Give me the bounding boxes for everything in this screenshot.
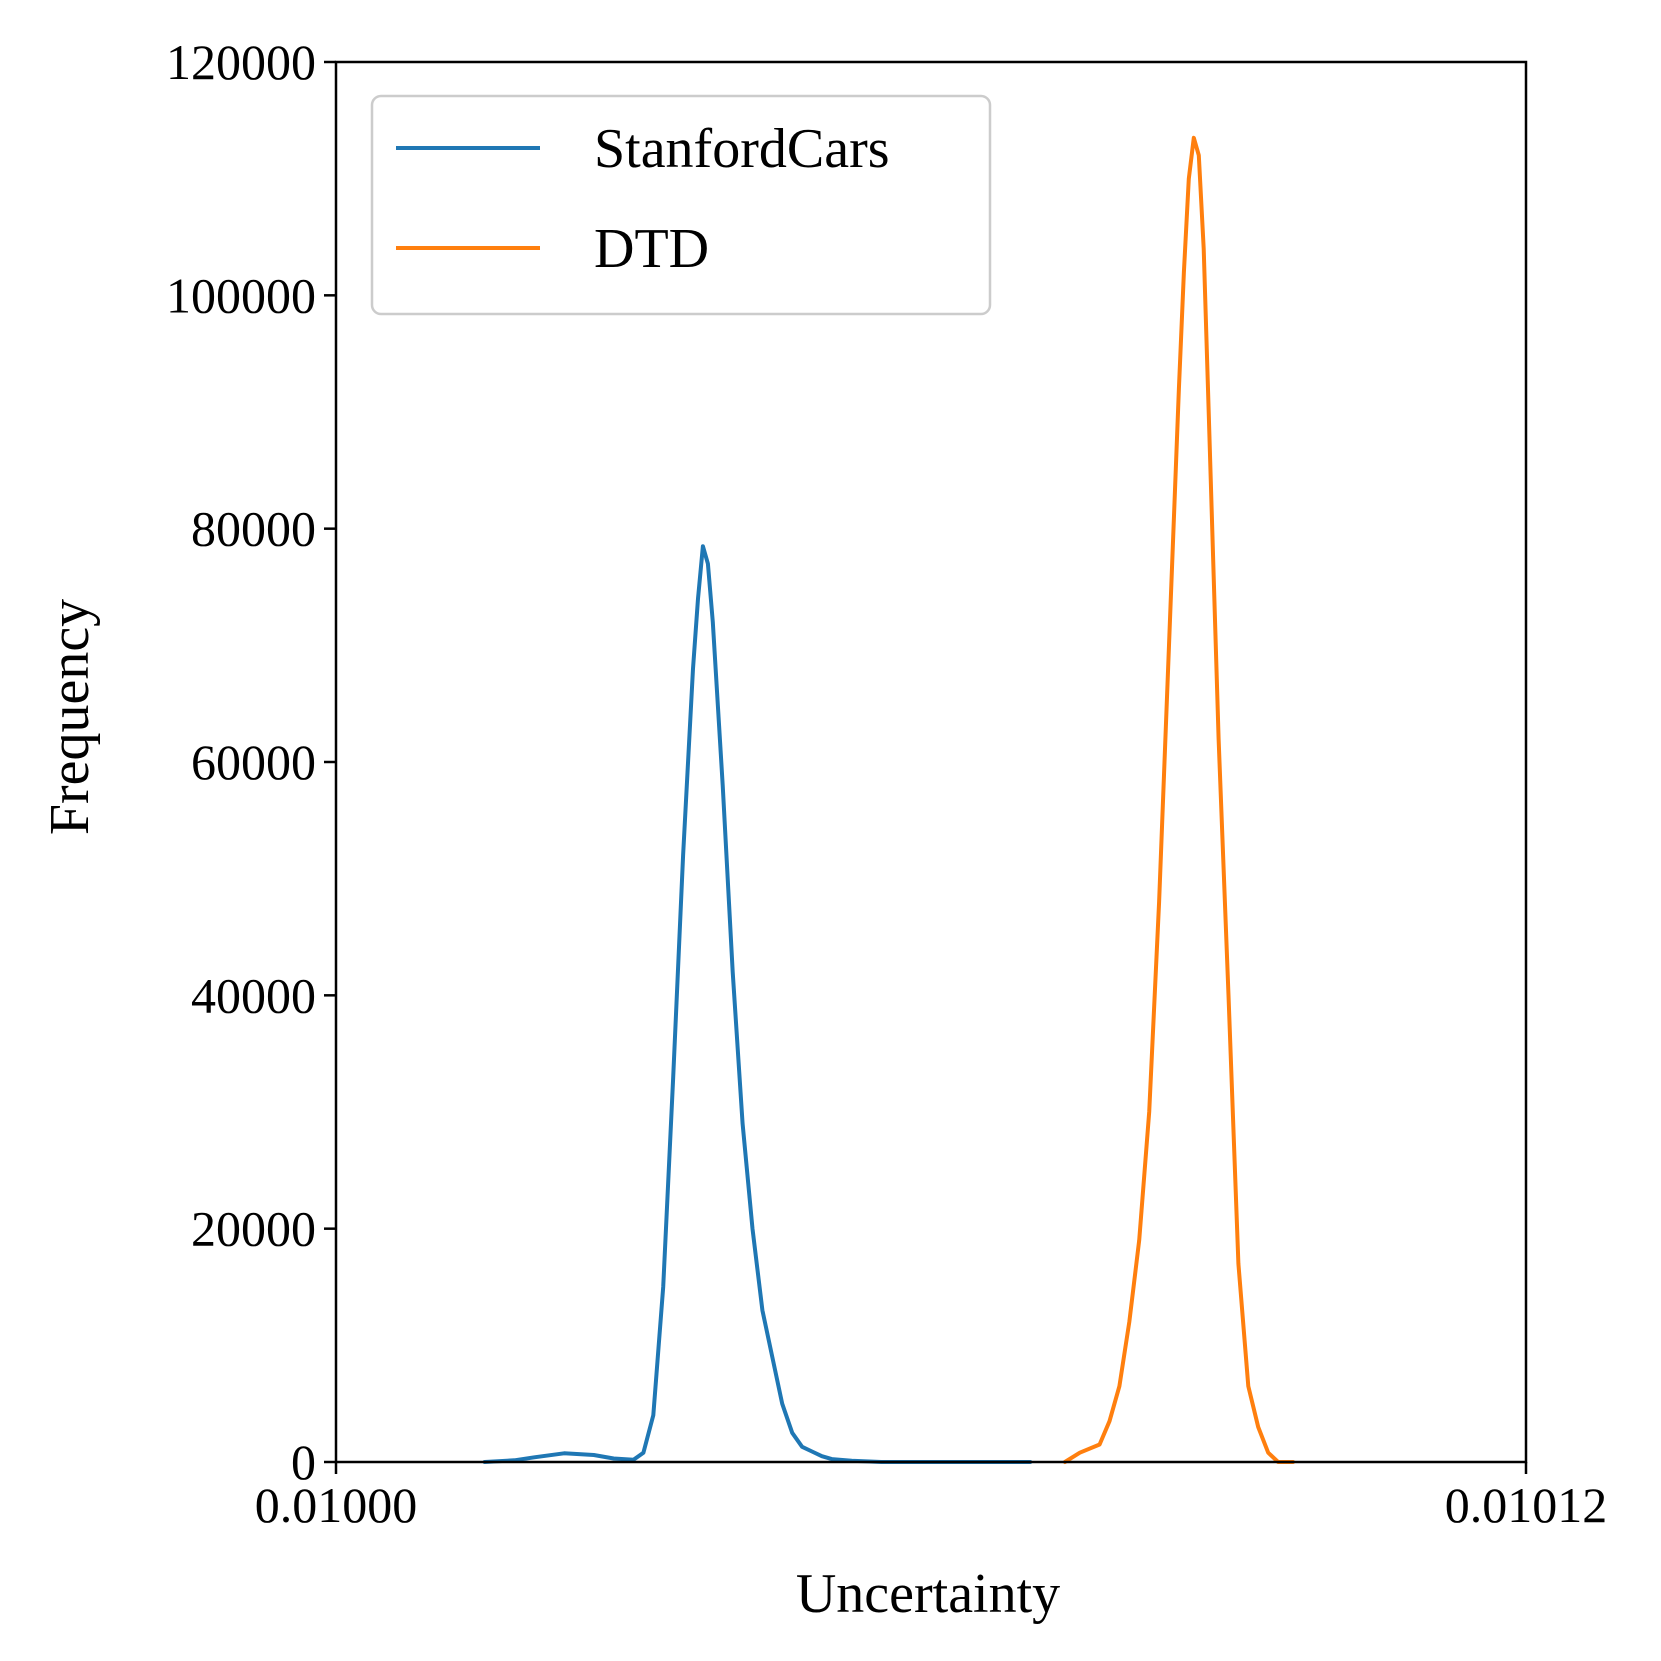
- y-tick-label: 100000: [166, 267, 316, 323]
- y-tick-label: 60000: [191, 734, 316, 790]
- series-line-stanfordcars: [482, 544, 1033, 1464]
- legend-label: StanfordCars: [594, 118, 890, 180]
- series-line-dtd: [1062, 135, 1295, 1464]
- y-axis-label: Frequency: [39, 599, 101, 835]
- legend-label: DTD: [594, 218, 709, 280]
- legend-box: [370, 94, 992, 316]
- series-layer: [482, 135, 1295, 1464]
- x-tick-label: 0.01000: [255, 1477, 418, 1533]
- y-tick-label: 20000: [191, 1201, 316, 1257]
- y-tick-label: 0: [291, 1434, 316, 1490]
- x-axis-label: Uncertainty: [796, 1563, 1060, 1625]
- y-tick-label: 40000: [191, 967, 316, 1023]
- legend: StanfordCars DTD: [370, 94, 992, 316]
- axes-layer: 0 20000 40000 60000 80000 100000 120000 0.01000…: [166, 34, 1607, 1533]
- x-tick-label: 0.01012: [1445, 1477, 1608, 1533]
- y-tick-label: 80000: [191, 501, 316, 557]
- y-tick-label: 120000: [166, 34, 316, 90]
